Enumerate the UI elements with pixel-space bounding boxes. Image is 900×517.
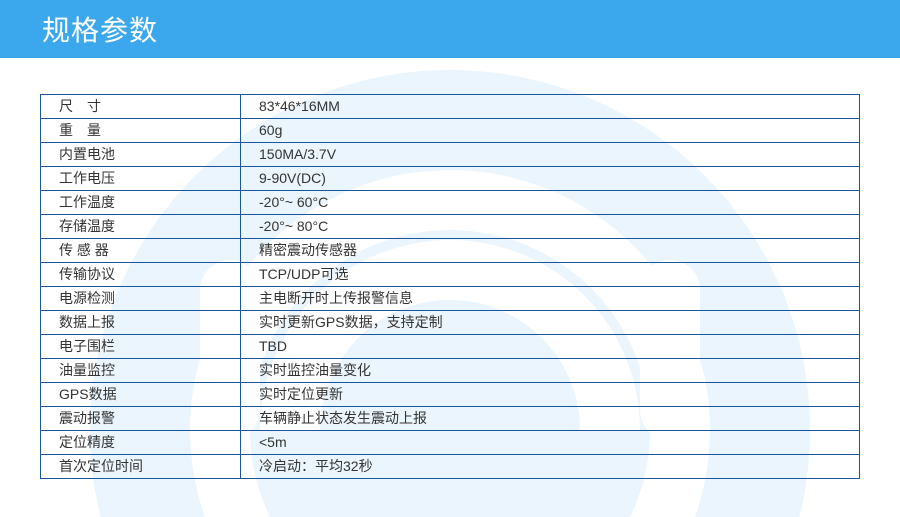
spec-label: 数据上报 <box>41 311 241 335</box>
spec-value: TBD <box>241 335 860 359</box>
spec-label: 重 量 <box>41 119 241 143</box>
table-row: 尺 寸83*46*16MM <box>41 95 860 119</box>
page-title: 规格参数 <box>42 9 158 49</box>
table-row: 传 感 器精密震动传感器 <box>41 239 860 263</box>
table-row: 工作温度-20°~ 60°C <box>41 191 860 215</box>
table-row: 传输协议TCP/UDP可选 <box>41 263 860 287</box>
table-row: GPS数据实时定位更新 <box>41 383 860 407</box>
table-row: 数据上报实时更新GPS数据，支持定制 <box>41 311 860 335</box>
spec-value: TCP/UDP可选 <box>241 263 860 287</box>
spec-table: 尺 寸83*46*16MM重 量60g内置电池150MA/3.7V工作电压9-9… <box>40 94 860 479</box>
spec-value: 实时监控油量变化 <box>241 359 860 383</box>
spec-value: <5m <box>241 431 860 455</box>
table-row: 存储温度 -20°~ 80°C <box>41 215 860 239</box>
spec-label: 震动报警 <box>41 407 241 431</box>
spec-label: 定位精度 <box>41 431 241 455</box>
spec-table-container: 尺 寸83*46*16MM重 量60g内置电池150MA/3.7V工作电压9-9… <box>0 58 900 479</box>
spec-value: 实时定位更新 <box>241 383 860 407</box>
spec-value: 150MA/3.7V <box>241 143 860 167</box>
table-row: 油量监控实时监控油量变化 <box>41 359 860 383</box>
table-row: 工作电压9-90V(DC) <box>41 167 860 191</box>
table-row: 定位精度<5m <box>41 431 860 455</box>
table-row: 内置电池150MA/3.7V <box>41 143 860 167</box>
spec-label: 油量监控 <box>41 359 241 383</box>
spec-value: 主电断开时上传报警信息 <box>241 287 860 311</box>
spec-label: 传 感 器 <box>41 239 241 263</box>
spec-value: 实时更新GPS数据，支持定制 <box>241 311 860 335</box>
spec-label: 工作温度 <box>41 191 241 215</box>
spec-value: 9-90V(DC) <box>241 167 860 191</box>
table-row: 震动报警车辆静止状态发生震动上报 <box>41 407 860 431</box>
spec-label: 首次定位时间 <box>41 455 241 479</box>
spec-label: 存储温度 <box>41 215 241 239</box>
spec-value: 精密震动传感器 <box>241 239 860 263</box>
table-row: 重 量60g <box>41 119 860 143</box>
table-row: 电源检测主电断开时上传报警信息 <box>41 287 860 311</box>
table-row: 电子围栏TBD <box>41 335 860 359</box>
spec-value: -20°~ 60°C <box>241 191 860 215</box>
table-row: 首次定位时间冷启动：平均32秒 <box>41 455 860 479</box>
spec-label: 传输协议 <box>41 263 241 287</box>
spec-label: 尺 寸 <box>41 95 241 119</box>
spec-label: 工作电压 <box>41 167 241 191</box>
spec-value: 60g <box>241 119 860 143</box>
spec-value: 83*46*16MM <box>241 95 860 119</box>
spec-label: 电源检测 <box>41 287 241 311</box>
spec-value: 车辆静止状态发生震动上报 <box>241 407 860 431</box>
spec-value: 冷启动：平均32秒 <box>241 455 860 479</box>
header-bar: 规格参数 <box>0 0 900 58</box>
spec-label: GPS数据 <box>41 383 241 407</box>
spec-label: 内置电池 <box>41 143 241 167</box>
spec-value: -20°~ 80°C <box>241 215 860 239</box>
spec-label: 电子围栏 <box>41 335 241 359</box>
